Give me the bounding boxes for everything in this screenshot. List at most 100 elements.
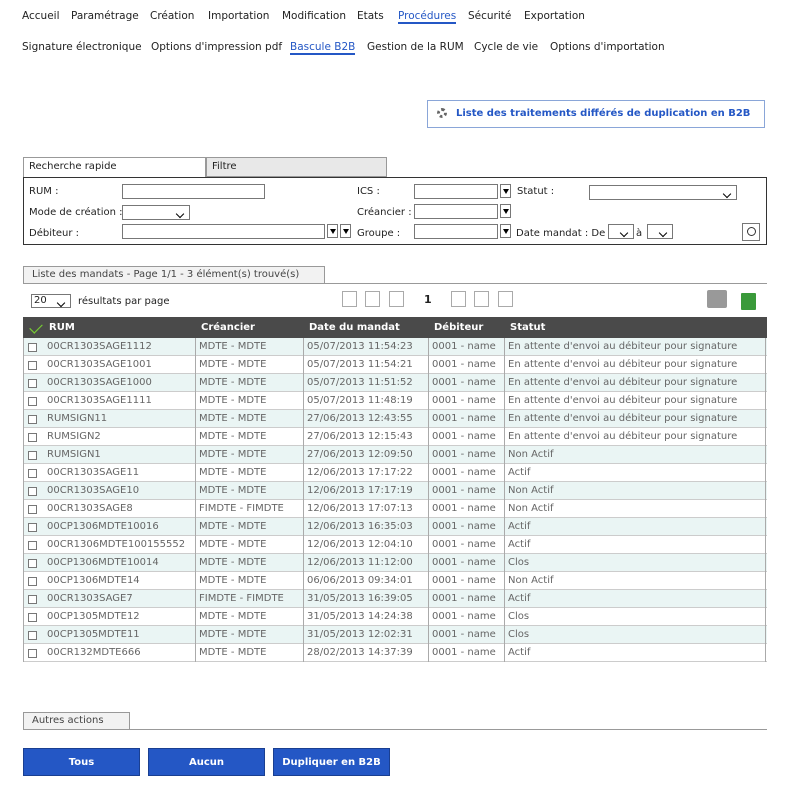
excel-icon[interactable] [741,293,756,310]
column-header[interactable]: RUM [49,322,75,333]
table-cell: RUMSIGN11 [44,410,196,428]
table-cell: 0001 - name [429,338,505,356]
row-checkbox[interactable] [28,505,37,514]
search-tab[interactable]: Recherche rapide [23,157,206,178]
table-cell: Non Actif [505,482,766,500]
rum-input[interactable] [122,184,265,199]
table-cell: En attente d'envoi au débiteur pour sign… [505,428,766,446]
submenu-item[interactable]: Gestion de la RUM [367,41,464,53]
menu-item[interactable]: Paramétrage [71,10,139,22]
table-cell: 00CR132MDTE666 [44,644,196,662]
row-checkbox[interactable] [28,379,37,388]
column-header[interactable]: Date du mandat [309,322,400,333]
table-cell: 0001 - name [429,572,505,590]
footer-button[interactable]: Dupliquer en B2B [273,748,390,776]
row-checkbox[interactable] [28,559,37,568]
mode-select[interactable] [122,205,190,220]
table-cell: Non Actif [505,446,766,464]
dropdown-arrow[interactable] [340,224,351,238]
pager-button[interactable] [365,291,380,307]
table-row [23,428,767,446]
table-row [23,482,767,500]
column-header[interactable]: Créancier [201,322,255,333]
menu-item[interactable]: Création [150,10,195,22]
table-cell: 0001 - name [429,536,505,554]
row-checkbox[interactable] [28,451,37,460]
dropdown-arrow[interactable] [500,184,511,198]
menu-item[interactable]: Procédures [398,10,457,24]
menu-item[interactable]: Exportation [524,10,585,22]
row-checkbox[interactable] [28,613,37,622]
table-cell: 12/06/2013 17:07:13 [304,500,429,518]
table-row [23,644,767,662]
pager-button[interactable] [451,291,466,307]
dropdown-arrow[interactable] [327,224,338,238]
table-cell: 12/06/2013 17:17:19 [304,482,429,500]
menu-item[interactable]: Sécurité [468,10,512,22]
row-checkbox[interactable] [28,577,37,586]
table-cell: 0001 - name [429,446,505,464]
creancier-input[interactable] [414,204,498,219]
menu-item[interactable]: Importation [208,10,270,22]
row-checkbox[interactable] [28,343,37,352]
table-cell: MDTE - MDTE [196,482,304,500]
table-cell: MDTE - MDTE [196,536,304,554]
row-checkbox[interactable] [28,541,37,550]
row-checkbox[interactable] [28,595,37,604]
action-button[interactable]: Liste des traitements différés de duplic… [427,100,765,128]
menu-item[interactable]: Modification [282,10,346,22]
row-checkbox[interactable] [28,397,37,406]
table-cell: 0001 - name [429,644,505,662]
submenu-item[interactable]: Options d'impression pdf [151,41,283,53]
row-checkbox[interactable] [28,649,37,658]
submenu-item[interactable]: Bascule B2B [290,41,356,55]
column-header[interactable]: Débiteur [434,322,484,333]
pager-button[interactable] [474,291,489,307]
filter-tab[interactable]: Filtre [206,157,387,177]
dropdown-arrow[interactable] [500,204,511,218]
row-checkbox[interactable] [28,433,37,442]
table-cell: Clos [505,608,766,626]
footer-button[interactable]: Tous [23,748,140,776]
row-checkbox[interactable] [28,469,37,478]
table-cell: 12/06/2013 17:17:22 [304,464,429,482]
statut-select[interactable] [589,185,737,200]
pager-button[interactable] [389,291,404,307]
page-size-select[interactable]: 20 [31,294,71,308]
column-header[interactable]: Statut [510,322,546,333]
row-checkbox[interactable] [28,361,37,370]
ics-input[interactable] [414,184,498,199]
row-checkbox[interactable] [28,631,37,640]
table-cell: 0001 - name [429,500,505,518]
row-checkbox[interactable] [28,415,37,424]
row-checkbox[interactable] [28,523,37,532]
table-cell: Actif [505,536,766,554]
submenu-item[interactable]: Options d'importation [550,41,665,53]
groupe-input[interactable] [414,224,498,239]
table-row [23,572,767,590]
debiteur-input[interactable] [122,224,325,239]
date-from-select[interactable] [608,224,634,239]
print-icon[interactable] [707,290,727,308]
table-cell: 05/07/2013 11:48:19 [304,392,429,410]
pager-button[interactable] [342,291,357,307]
menu-item[interactable]: Etats [357,10,384,22]
table-cell: 00CR1303SAGE7 [44,590,196,608]
dropdown-arrow[interactable] [500,224,511,238]
footer-button[interactable]: Aucun [148,748,265,776]
table-row [23,356,767,374]
row-checkbox[interactable] [28,487,37,496]
menu-item[interactable]: Accueil [22,10,60,22]
pager-button[interactable] [498,291,513,307]
submenu-item[interactable]: Cycle de vie [474,41,539,53]
table-cell: En attente d'envoi au débiteur pour sign… [505,374,766,392]
submenu-item[interactable]: Signature électronique [22,41,142,53]
date-to-select[interactable] [647,224,673,239]
table-cell: 0001 - name [429,356,505,374]
table-header [23,317,767,338]
table-cell: Actif [505,518,766,536]
table-cell: En attente d'envoi au débiteur pour sign… [505,338,766,356]
table-row [23,338,767,356]
table-row [23,590,767,608]
